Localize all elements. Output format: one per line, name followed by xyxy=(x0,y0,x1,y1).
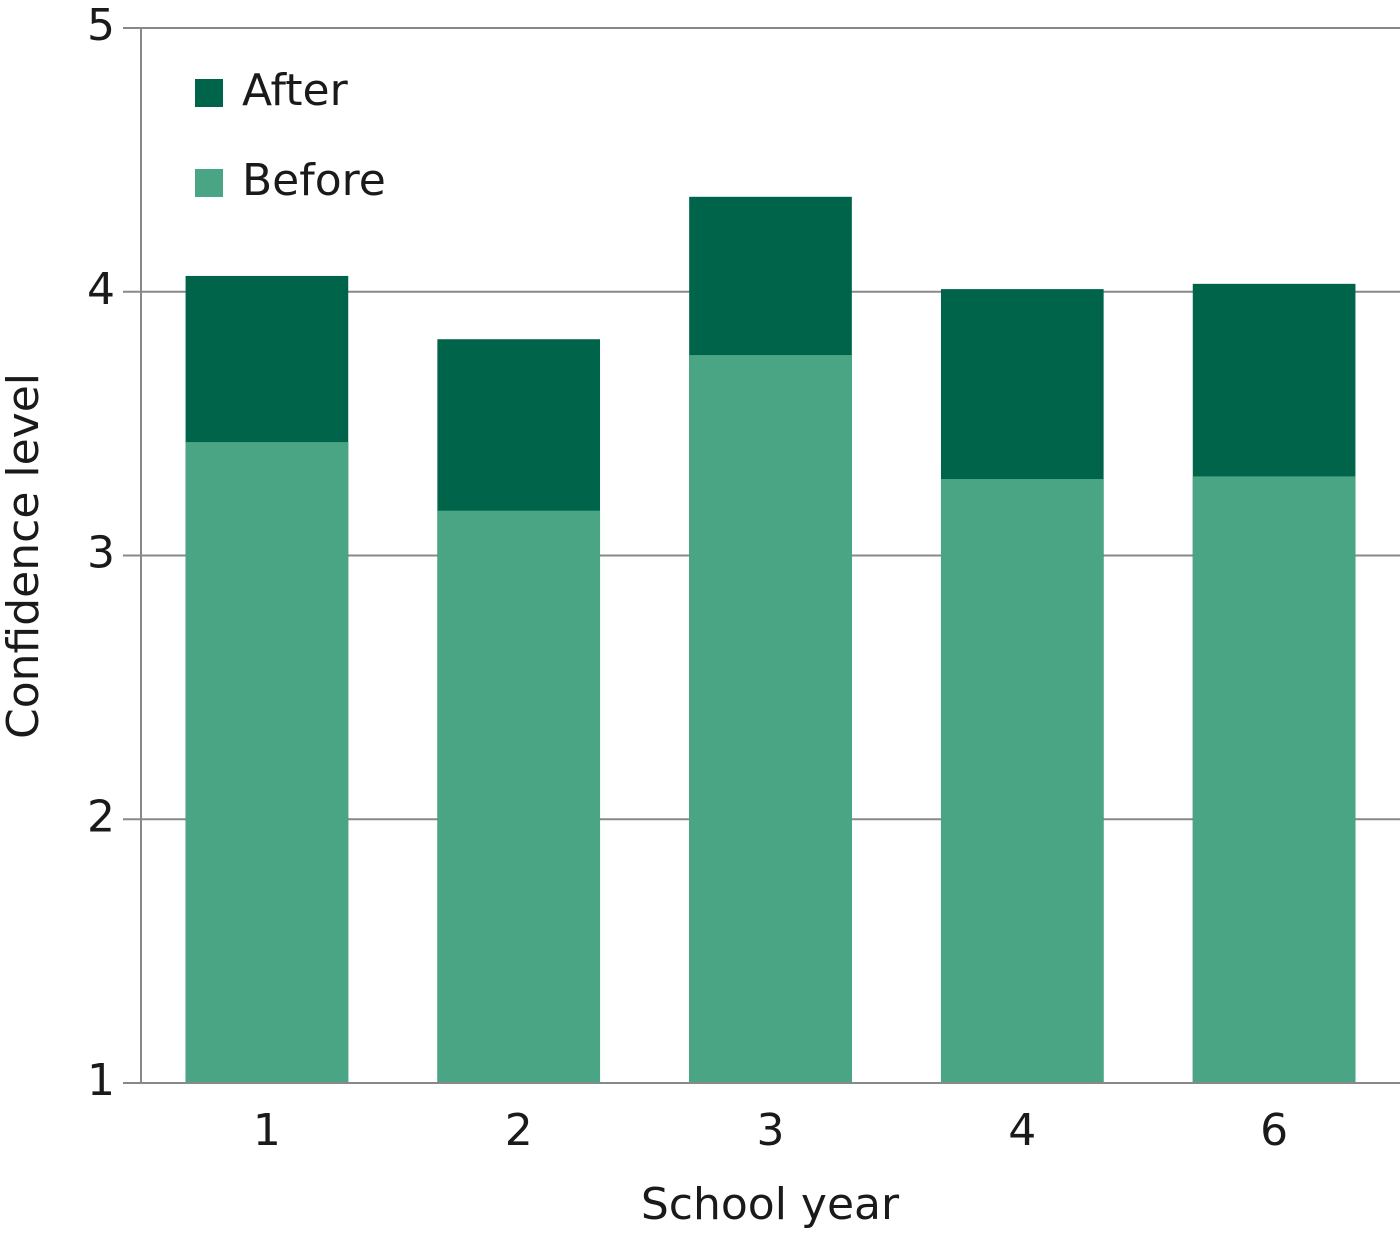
legend-label: Before xyxy=(242,155,386,206)
bar xyxy=(1192,476,1356,1083)
legend-swatch xyxy=(195,79,223,107)
y-tick-label: 1 xyxy=(87,1055,115,1106)
y-tick-label: 2 xyxy=(87,791,115,842)
bar xyxy=(689,355,852,1083)
x-tick-label: 1 xyxy=(253,1105,281,1156)
bar xyxy=(185,442,349,1083)
y-tick-label: 5 xyxy=(87,0,115,51)
legend-swatch xyxy=(195,169,223,197)
legend-label: After xyxy=(242,65,349,116)
bar xyxy=(437,510,601,1084)
y-tick-label: 3 xyxy=(87,528,115,579)
x-tick-label: 6 xyxy=(1260,1105,1288,1156)
x-tick-label: 2 xyxy=(505,1105,533,1156)
y-axis-label: Confidence level xyxy=(0,373,49,739)
x-tick-label: 4 xyxy=(1008,1105,1036,1156)
bar xyxy=(940,479,1104,1083)
x-tick-label: 3 xyxy=(757,1105,785,1156)
x-axis-label: School year xyxy=(641,1179,900,1230)
y-tick-label: 4 xyxy=(87,264,115,315)
